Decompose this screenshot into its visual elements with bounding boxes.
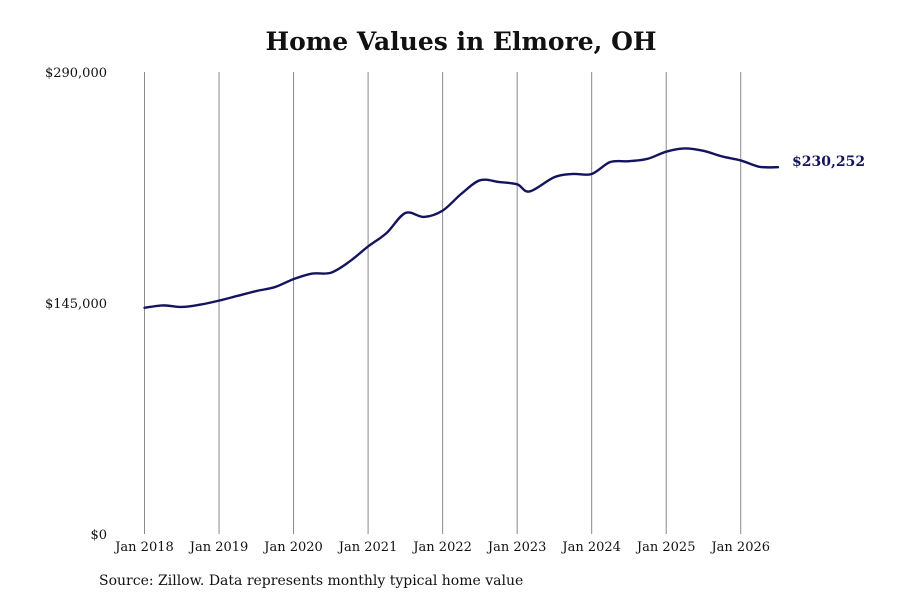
- series-layer: [143, 147, 780, 309]
- y-tick-label: $290,000: [45, 66, 107, 81]
- x-tick-label: Jan 2018: [113, 540, 174, 555]
- y-axis: $0 $145,000 $290,000: [45, 66, 107, 543]
- x-tick-label: Jan 2024: [560, 540, 621, 555]
- x-tick-label: Jan 2025: [635, 540, 696, 555]
- x-tick-label: Jan 2023: [486, 540, 547, 555]
- y-tick-label: $0: [90, 528, 107, 543]
- y-tick-label: $145,000: [45, 297, 107, 312]
- end-value-label: $230,252: [792, 154, 865, 170]
- x-tick-label: Jan 2022: [411, 540, 472, 555]
- source-note: Source: Zillow. Data represents monthly …: [99, 573, 524, 589]
- x-tick-label: Jan 2020: [262, 540, 323, 555]
- x-tick-label: Jan 2021: [337, 540, 398, 555]
- x-axis: Jan 2018 Jan 2019 Jan 2020 Jan 2021 Jan 2022…: [113, 540, 770, 555]
- gridlines: [144, 72, 742, 534]
- home-value-line: [143, 147, 780, 309]
- x-tick-label: Jan 2026: [709, 540, 770, 555]
- chart-title: Home Values in Elmore, OH: [265, 27, 657, 56]
- x-tick-label: Jan 2019: [188, 540, 249, 555]
